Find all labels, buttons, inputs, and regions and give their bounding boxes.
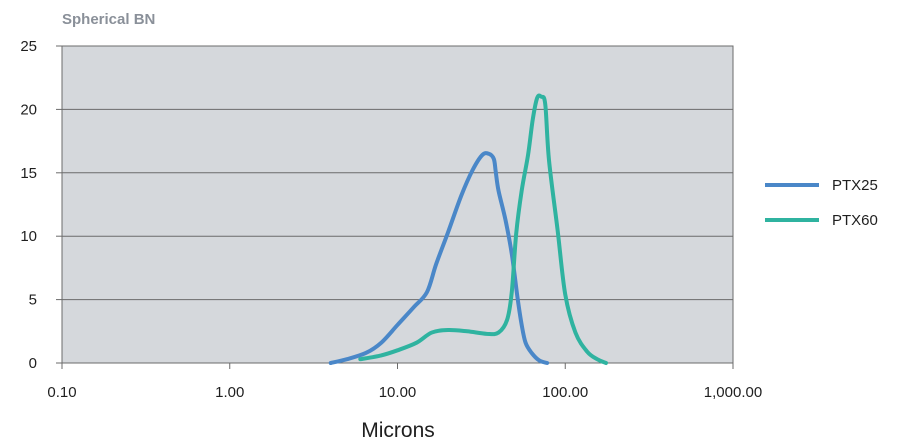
x-tick-label: 1.00	[215, 384, 244, 401]
legend: PTX25 PTX60	[765, 177, 878, 229]
x-axis-label: Microns	[361, 419, 435, 442]
chart-title: Spherical BN	[62, 11, 155, 28]
x-tick-label: 100.00	[542, 384, 588, 401]
series-line-ptx60	[358, 93, 609, 365]
y-tick-label: 20	[20, 101, 37, 118]
x-tick-label: 10.00	[379, 384, 417, 401]
y-tick-label: 10	[20, 228, 37, 245]
x-tick-label: 0.10	[47, 384, 76, 401]
series-lines	[328, 93, 609, 365]
y-axis-ticks: 0 5 10 15 20 25	[20, 38, 62, 372]
series-line-ptx25	[328, 151, 550, 365]
x-tick-label: 1,000.00	[704, 384, 762, 401]
legend-label-ptx25: PTX25	[832, 177, 878, 194]
y-tick-label: 0	[29, 355, 37, 372]
legend-label-ptx60: PTX60	[832, 212, 878, 229]
y-tick-label: 25	[20, 38, 37, 55]
x-axis-ticks: 0.10 1.00 10.00 100.00 1,000.00	[47, 363, 762, 401]
y-tick-label: 15	[20, 165, 37, 182]
y-tick-label: 5	[29, 292, 37, 309]
plot-area	[61, 45, 734, 364]
gridlines	[62, 45, 733, 364]
